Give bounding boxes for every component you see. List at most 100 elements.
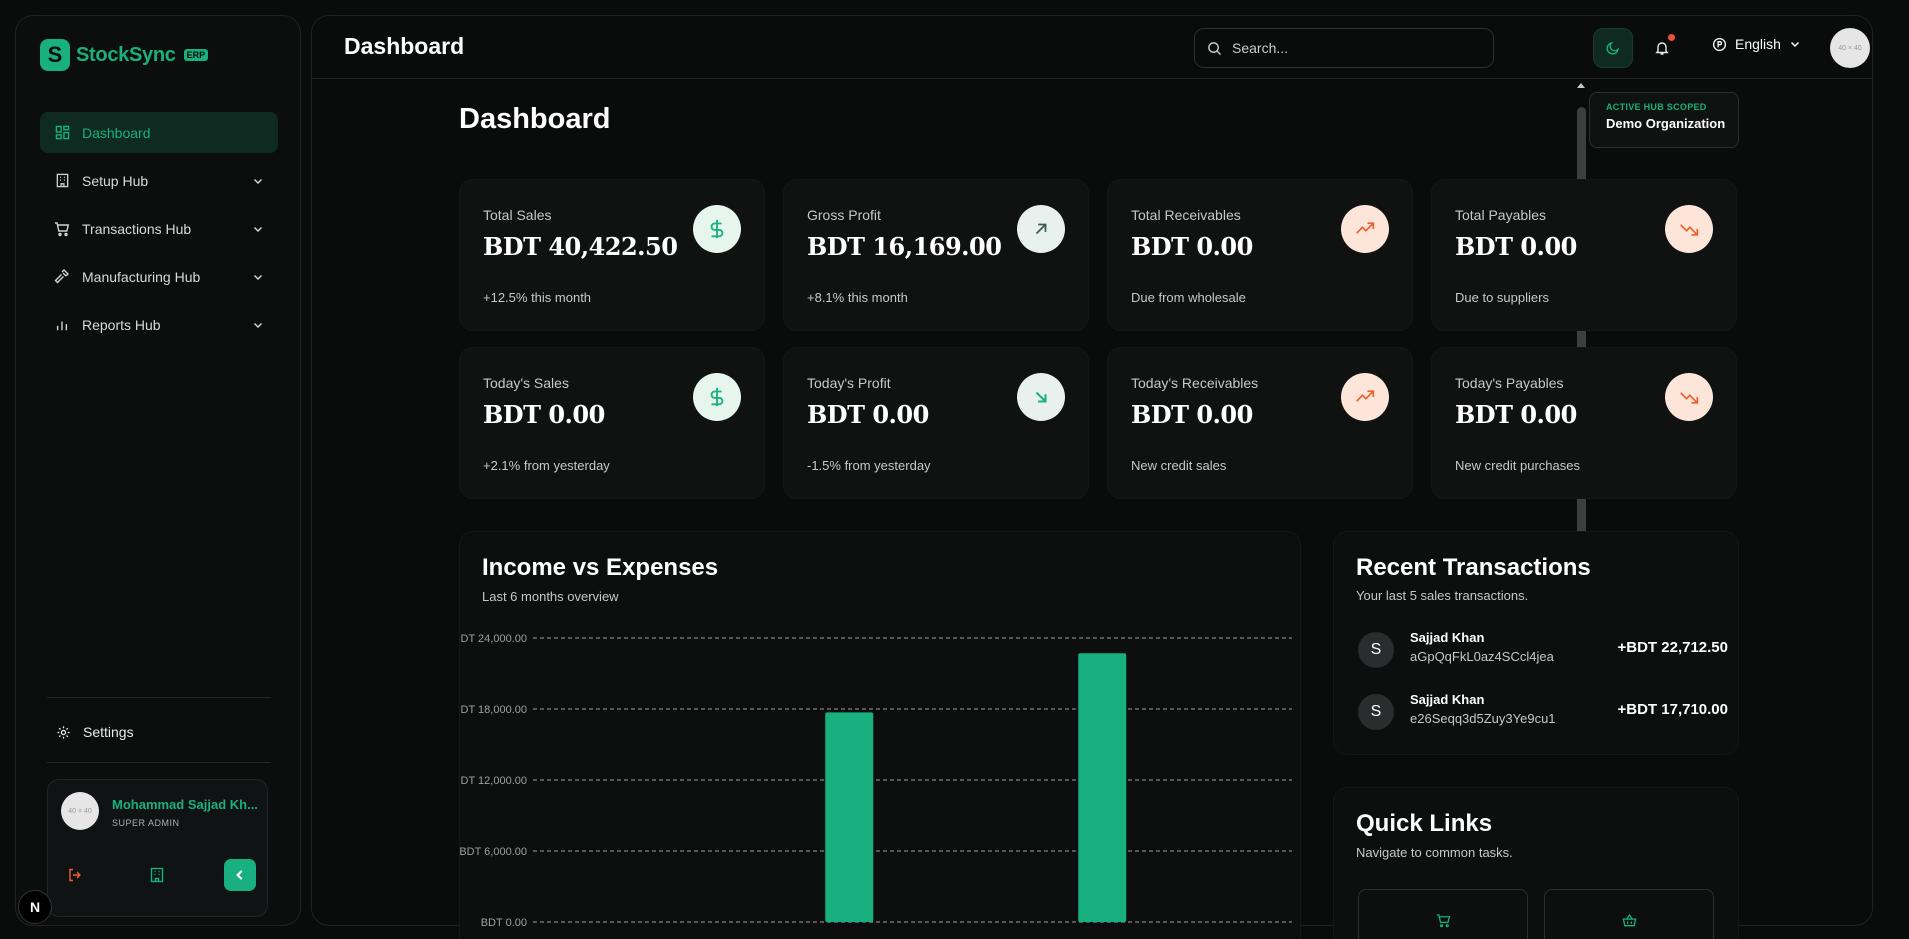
stat-sub: -1.5% from yesterday [807, 458, 931, 473]
theme-toggle-button[interactable] [1593, 28, 1633, 68]
y-tick-label: BDT 0.00 [481, 917, 527, 928]
dev-tools-badge[interactable]: N [18, 890, 52, 924]
y-tick-label: BDT 6,000.00 [460, 846, 527, 858]
transaction-id: e26Seqq3d5Zuy3Ye9cu1 [1410, 711, 1556, 726]
stat-value: BDT 0.00 [483, 400, 605, 429]
stat-label: Total Sales [483, 207, 552, 223]
recent-transactions-panel: Recent Transactions Your last 5 sales tr… [1333, 531, 1739, 755]
language-selector[interactable]: English [1712, 36, 1801, 52]
hub-badge-org: Demo Organization [1606, 116, 1726, 131]
stat-card-todays-profit: Today's Profit BDT 0.00 -1.5% from yeste… [783, 347, 1089, 499]
stat-sub: +12.5% this month [483, 290, 592, 305]
search-input[interactable] [1232, 40, 1472, 56]
chart-bar[interactable] [825, 712, 874, 922]
transaction-amount: +BDT 22,712.50 [1617, 639, 1729, 656]
user-role: SUPER ADMIN [112, 818, 180, 828]
transaction-amount: +BDT 17,710.00 [1617, 701, 1729, 718]
scrollbar-thumb[interactable] [1577, 107, 1586, 562]
sidebar-item-label: Reports Hub [82, 316, 161, 333]
stat-label: Today's Sales [483, 375, 569, 391]
sidebar-item-dashboard[interactable]: Dashboard [40, 112, 278, 153]
trending-down-icon [1665, 373, 1713, 421]
transaction-customer: Sajjad Khan [1410, 692, 1485, 707]
quick-link-new-purchase[interactable] [1544, 889, 1714, 939]
quick-links-subtitle: Navigate to common tasks. [1356, 845, 1513, 860]
transaction-row[interactable]: S Sajjad Khan e26Seqq3d5Zuy3Ye9cu1 +BDT … [1358, 688, 1728, 738]
stat-label: Total Receivables [1131, 207, 1241, 223]
chevron-left-icon [236, 870, 243, 880]
topbar-title: Dashboard [344, 33, 465, 59]
stat-value: BDT 0.00 [1131, 400, 1253, 429]
bar-chart-icon [54, 317, 70, 333]
notification-dot [1668, 34, 1675, 41]
arrow-up-right-icon [1017, 205, 1065, 253]
hub-badge-caption: ACTIVE HUB SCOPED [1606, 102, 1707, 112]
stat-label: Today's Profit [807, 375, 891, 391]
sidebar-item-label: Setup Hub [82, 172, 149, 189]
dollar-icon [693, 205, 741, 253]
y-tick-label: BDT 24,000.00 [460, 633, 527, 645]
avatar: S [1358, 694, 1394, 730]
divider [47, 762, 271, 763]
brand-badge: ERP [183, 49, 209, 61]
language-icon [1712, 37, 1727, 51]
stat-sub: Due from wholesale [1131, 290, 1246, 305]
collapse-sidebar-button[interactable] [224, 859, 256, 891]
stat-value: BDT 0.00 [1131, 232, 1253, 261]
dollar-icon [693, 373, 741, 421]
trending-up-icon [1341, 373, 1389, 421]
y-tick-label: BDT 18,000.00 [460, 704, 527, 716]
search-icon [1208, 41, 1222, 55]
topbar: Dashboard English 40 × 40 [312, 16, 1872, 79]
sidebar-item-manufacturing-hub[interactable]: Manufacturing Hub [40, 256, 278, 297]
logout-button[interactable] [59, 859, 91, 891]
notifications-button[interactable] [1648, 34, 1676, 62]
stat-sub: +8.1% this month [807, 290, 908, 305]
arrow-down-right-icon [1017, 373, 1065, 421]
avatar[interactable]: 40 × 40 [61, 792, 99, 830]
y-tick-label: BDT 12,000.00 [460, 775, 527, 787]
logo[interactable]: S StockSync ERP [40, 39, 209, 71]
transaction-customer: Sajjad Khan [1410, 630, 1485, 645]
quick-links-panel: Quick Links Navigate to common tasks. [1333, 787, 1739, 939]
cart-icon [54, 221, 70, 237]
page-title: Dashboard [459, 103, 611, 135]
stat-label: Gross Profit [807, 207, 881, 223]
avatar: S [1358, 632, 1394, 668]
settings-link[interactable]: Settings [56, 724, 134, 740]
quick-link-new-sale[interactable] [1358, 889, 1528, 939]
search-box[interactable] [1194, 28, 1494, 68]
income-expenses-panel: Income vs Expenses Last 6 months overvie… [459, 531, 1301, 939]
stat-card-todays-sales: Today's Sales BDT 0.00 +2.1% from yester… [459, 347, 765, 499]
chart-bar[interactable] [1078, 653, 1127, 922]
transaction-row[interactable]: S Sajjad Khan aGpQqFkL0az4SCcl4jea +BDT … [1358, 626, 1728, 676]
user-card: 40 × 40 Mohammad Sajjad Kh... SUPER ADMI… [47, 779, 268, 917]
stat-card-todays-receivables: Today's Receivables BDT 0.00 New credit … [1107, 347, 1413, 499]
active-hub-badge: ACTIVE HUB SCOPED Demo Organization [1589, 92, 1739, 148]
organization-button[interactable] [141, 859, 173, 891]
income-chart: BDT 0.00 BDT 6,000.00 BDT 12,000.00 BDT 18,… [460, 633, 1292, 928]
sidebar-item-transactions-hub[interactable]: Transactions Hub [40, 208, 278, 249]
avatar[interactable]: 40 × 40 [1830, 28, 1870, 68]
stat-sub: New credit sales [1131, 458, 1227, 473]
stat-value: BDT 40,422.50 [483, 232, 678, 261]
stat-card-total-sales: Total Sales BDT 40,422.50 +12.5% this mo… [459, 179, 765, 331]
sidebar-nav: Dashboard Setup Hub Transactions Hub [40, 112, 278, 352]
divider [47, 697, 271, 698]
user-name: Mohammad Sajjad Kh... [112, 797, 258, 812]
sidebar-item-setup-hub[interactable]: Setup Hub [40, 160, 278, 201]
stat-sub: Due to suppliers [1455, 290, 1549, 305]
sidebar-item-label: Dashboard [82, 124, 151, 141]
hammer-icon [54, 268, 70, 285]
basket-icon [1622, 913, 1636, 927]
sidebar-item-reports-hub[interactable]: Reports Hub [40, 304, 278, 345]
logout-icon [69, 868, 81, 882]
stat-card-gross-profit: Gross Profit BDT 16,169.00 +8.1% this mo… [783, 179, 1089, 331]
chevron-down-icon [253, 322, 263, 328]
language-label: English [1735, 36, 1781, 52]
trending-up-icon [1341, 205, 1389, 253]
chart-subtitle: Last 6 months overview [482, 589, 619, 604]
building-icon [54, 173, 70, 189]
sidebar-item-label: Transactions Hub [82, 220, 192, 237]
